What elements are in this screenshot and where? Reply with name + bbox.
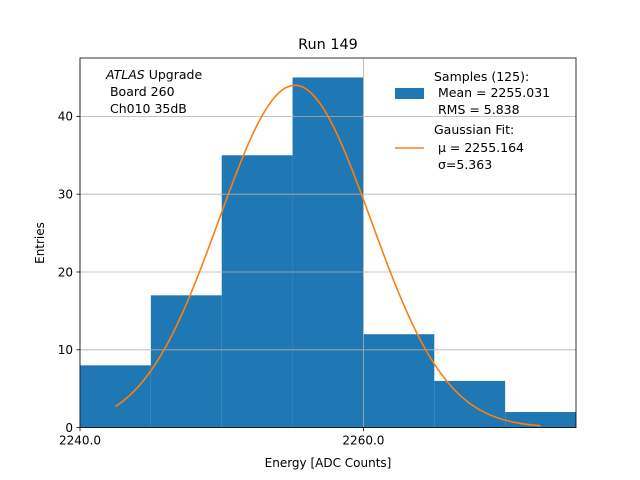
y-axis-label: Entries — [33, 222, 47, 264]
chart-title: Run 149 — [298, 37, 358, 53]
fit-layer — [114, 84, 541, 427]
annotation-atlas: ATLAS — [105, 67, 145, 82]
legend-fit-line-1: Gaussian Fit: — [434, 122, 514, 137]
annotation-line-2: Board 260 — [106, 84, 175, 99]
legend-fit-line-3: σ=5.363 — [434, 157, 492, 172]
x-axis-label: Energy [ADC Counts] — [265, 456, 392, 470]
y-tick-label-5: 40 — [58, 110, 73, 124]
x-tick-label-2: 2260.0 — [342, 434, 384, 448]
histogram-bar-3 — [221, 155, 293, 428]
plot-frame — [79, 57, 577, 429]
gaussian-fit-curve — [114, 84, 541, 427]
legend-fit-line-2: μ = 2255.164 — [434, 140, 524, 155]
y-tick-label-1: 0 — [65, 421, 73, 435]
legend-samples-swatch — [395, 88, 424, 99]
atlas-annotation: ATLAS Upgrade Board 260 Ch010 35dB — [105, 67, 202, 116]
annotation-line-3: Ch010 35dB — [106, 101, 187, 116]
histogram-bar-4 — [292, 77, 364, 428]
annotation-upgrade: Upgrade — [145, 67, 203, 82]
histogram-bar-5 — [363, 334, 435, 428]
y-tick-label-3: 20 — [58, 265, 73, 279]
x-tick-label-1: 2240.0 — [59, 434, 101, 448]
annotation-line-1: ATLAS Upgrade — [105, 67, 202, 82]
x-axis-ticks: 2240.0 2260.0 — [59, 427, 384, 448]
legend-samples-line-1: Samples (125): — [434, 69, 529, 84]
legend-samples-line-3: RMS = 5.838 — [434, 102, 520, 117]
y-tick-label-2: 10 — [58, 343, 73, 357]
legend-samples-line-2: Mean = 2255.031 — [434, 85, 550, 100]
histogram-bar-1 — [80, 365, 151, 428]
histogram-bar-2 — [150, 295, 222, 428]
legend: Samples (125): Mean = 2255.031 RMS = 5.8… — [395, 69, 550, 172]
y-axis-ticks: 0 10 20 30 40 — [58, 110, 80, 435]
y-tick-label-4: 30 — [58, 187, 73, 201]
bars-layer — [80, 77, 576, 428]
